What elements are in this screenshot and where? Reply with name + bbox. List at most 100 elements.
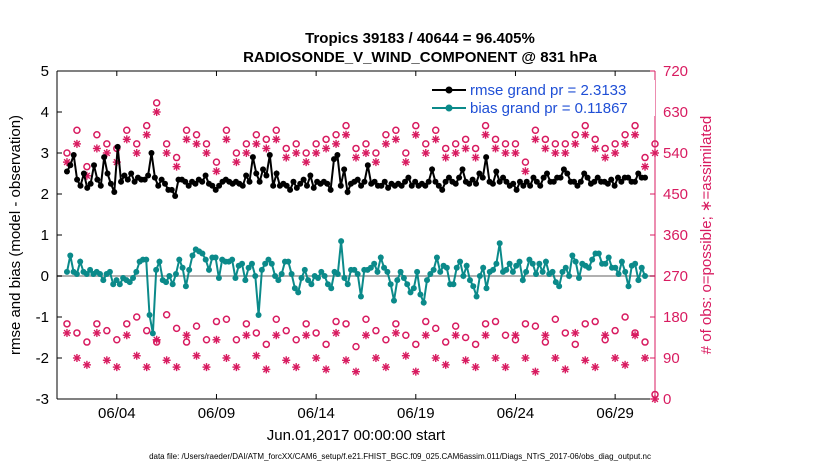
rmse-series-point — [523, 178, 530, 185]
obs-assimilated-high-point — [461, 144, 470, 153]
obs-assimilated-low-point — [322, 365, 331, 374]
obs-assimilated-stroke — [422, 149, 430, 157]
rmse-series-point — [459, 166, 466, 173]
obs-assimilated-high-point — [172, 162, 181, 171]
bias-series-point — [116, 281, 123, 288]
rmse-series-point — [442, 178, 449, 185]
obs-assimilated-low-point — [122, 331, 131, 340]
bias-series-point — [384, 268, 391, 275]
obs-possible-low-point — [202, 336, 211, 344]
obs-assimilated-low-point — [461, 356, 470, 365]
bias-series-point — [572, 258, 579, 265]
obs-assimilated-low-point — [601, 331, 610, 340]
obs-possible-low-point — [591, 317, 599, 326]
obs-assimilated-high-point — [252, 139, 261, 148]
rmse-series-point — [516, 178, 523, 185]
rmse-series-point — [378, 182, 385, 189]
obs-assimilated-stroke — [641, 354, 649, 362]
obs-assimilated-stroke — [532, 368, 539, 376]
obs-assimilated-stroke — [193, 352, 200, 360]
rmse-series-point — [432, 178, 439, 185]
obs-possible-low-point — [422, 317, 430, 326]
y-axis-left-label: rmse and bias (model - observation) — [7, 115, 24, 355]
obs-assimilated-stroke — [163, 149, 171, 157]
rmse-series-point — [341, 166, 348, 173]
obs-assimilated-high-point — [142, 130, 151, 139]
obs-possible-low-point — [441, 338, 450, 346]
obs-assimilated-stroke — [252, 352, 260, 360]
obs-assimilated-high-point — [381, 139, 390, 148]
obs-assimilated-stroke — [522, 167, 529, 175]
obs-assimilated-high-point — [302, 158, 311, 167]
bias-series-point — [509, 268, 516, 275]
obs-assimilated-stroke — [512, 331, 519, 339]
obs-possible-high-point — [641, 153, 649, 162]
obs-assimilated-stroke — [302, 158, 310, 166]
y-left-tick-label: -2 — [36, 350, 49, 367]
bias-series-point — [189, 252, 196, 259]
obs-assimilated-high-point — [601, 153, 610, 162]
rmse-series-point — [439, 186, 446, 193]
bias-series-point — [414, 268, 421, 275]
obs-assimilated-low-point — [401, 351, 410, 360]
obs-assimilated-low-point — [112, 363, 121, 372]
bias-series-point — [503, 266, 510, 273]
obs-assimilated-high-point — [361, 149, 370, 157]
bias-series-point — [612, 264, 619, 271]
obs-assimilated-stroke — [252, 140, 260, 148]
obs-assimilated-low-point — [491, 354, 500, 362]
rmse-series-point — [476, 170, 483, 177]
obs-possible-high-point — [551, 140, 560, 148]
obs-assimilated-high-point — [242, 149, 251, 157]
rmse-series-point — [611, 182, 618, 189]
obs-assimilated-high-point — [431, 135, 440, 144]
obs-assimilated-low-point — [611, 354, 620, 362]
obs-possible-low-point — [132, 313, 141, 321]
obs-possible-high-point — [312, 140, 320, 148]
legend-box — [428, 80, 655, 116]
bias-series-point — [295, 289, 302, 296]
obs-assimilated-low-point — [62, 328, 71, 337]
rmse-series-point — [520, 182, 527, 189]
rmse-series-point — [429, 166, 436, 173]
obs-assimilated-low-point — [212, 335, 221, 344]
obs-assimilated-stroke — [502, 149, 509, 157]
obs-assimilated-stroke — [163, 356, 171, 364]
obs-possible-low-point — [412, 340, 420, 349]
obs-possible-low-point — [641, 338, 649, 346]
obs-possible-high-point — [172, 153, 181, 162]
bias-series-point — [252, 273, 259, 279]
rmse-series-point — [510, 180, 517, 187]
rmse-series-point — [412, 178, 419, 185]
bias-series-point — [615, 270, 622, 277]
obs-assimilated-high-point — [282, 153, 291, 162]
obs-assimilated-high-point — [292, 149, 301, 157]
rmse-series-point — [199, 178, 206, 185]
obs-assimilated-stroke — [342, 131, 350, 139]
obs-assimilated-stroke — [482, 331, 489, 339]
rmse-series-point — [608, 176, 615, 183]
obs-assimilated-stroke — [432, 354, 440, 362]
bias-series-point — [585, 264, 592, 271]
bias-series-point — [562, 264, 569, 271]
data-file-footer: data file: /Users/raeder/DAI/ATM_forcXX/… — [149, 452, 651, 461]
obs-assimilated-stroke — [173, 163, 180, 171]
bias-series-point — [566, 273, 573, 279]
bias-series-point — [407, 289, 414, 296]
bias-series-point — [526, 256, 533, 263]
obs-assimilated-stroke — [312, 149, 320, 157]
obs-assimilated-high-point — [541, 144, 550, 153]
rmse-series-point — [266, 152, 273, 159]
obs-possible-high-point — [531, 126, 540, 134]
rmse-series-point — [300, 176, 307, 183]
bias-series-point — [506, 260, 513, 267]
obs-possible-low-point — [232, 336, 241, 344]
bias-series-point — [106, 268, 113, 275]
obs-assimilated-high-point — [571, 139, 580, 148]
obs-assimilated-stroke — [601, 154, 609, 161]
rmse-series-point — [202, 172, 209, 179]
bias-series-point — [443, 264, 450, 271]
obs-assimilated-low-point — [631, 331, 640, 340]
bias-series-point — [552, 279, 559, 286]
y-axis-right-label: # of obs: o=possible; ∗=assimilated — [698, 116, 715, 355]
